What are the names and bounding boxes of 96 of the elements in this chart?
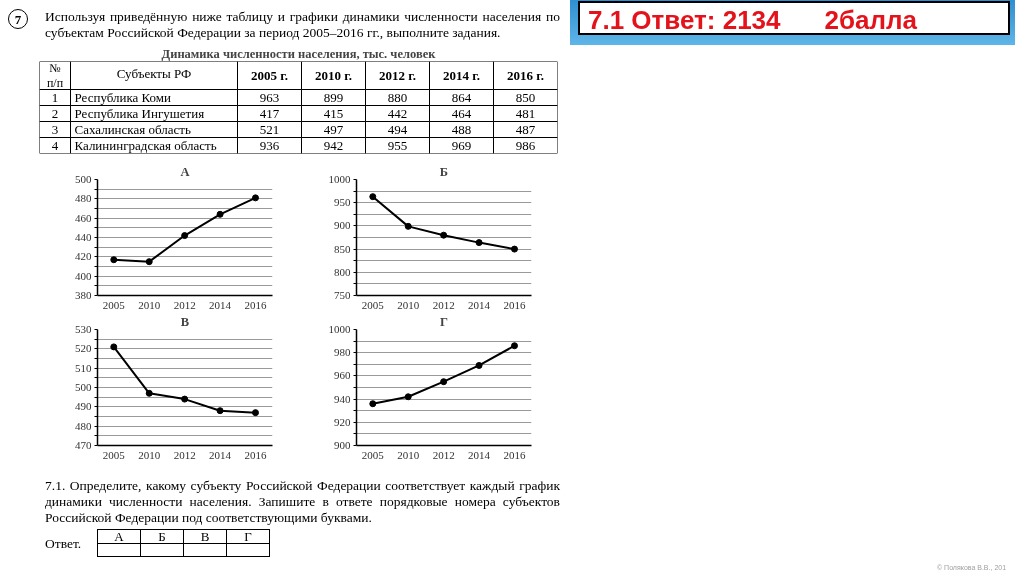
y-tick-label: 470 — [75, 439, 92, 451]
y-tick-label: 400 — [75, 269, 92, 282]
data-label: 417 — [259, 105, 280, 121]
y2-tick-label: 4 — [51, 137, 59, 153]
y-tick-label: 1000 — [328, 323, 351, 335]
category-label: А — [97, 529, 141, 544]
data-label: 494 — [387, 121, 408, 137]
data-label: 955 — [387, 137, 408, 153]
category-label: Г — [226, 529, 270, 544]
y-tick-label: 980 — [334, 346, 351, 359]
x-tick-label: 2014 — [468, 298, 491, 311]
data-label: 481 — [515, 105, 536, 121]
text: 7 — [8, 9, 28, 29]
y-tick-label: 490 — [75, 400, 92, 413]
y2-tick-label: 2 — [51, 105, 59, 121]
x-tick-label: 2010 — [397, 298, 420, 311]
text: 2балла — [824, 5, 918, 35]
text: 7.1 Ответ: 2134 — [588, 5, 781, 35]
chart-title: А — [180, 164, 190, 179]
x-tick-label: 2016 г. — [507, 68, 544, 83]
y-tick-label: Калининградская область — [74, 138, 217, 153]
y-tick-label: 520 — [75, 342, 92, 355]
x-tick-label: 2005 г. — [251, 68, 288, 83]
y-tick-label: 800 — [334, 265, 351, 278]
text: 7.1. Определите, какому субъекту Российской Федерации соответствует каждый график динамики численности населения. Запишите в ответе порядковые номера субъектов Российской Федерации под соответствующими буквами. — [45, 478, 560, 526]
y-tick-label: Сахалинская область — [74, 122, 191, 137]
y-tick-label: 380 — [75, 289, 92, 301]
x-tick-label: 2016 — [244, 448, 267, 461]
y-tick-label: 420 — [75, 250, 92, 263]
x-tick-label: 2012 — [432, 298, 455, 311]
x-tick-label: 2016 — [503, 298, 526, 311]
data-label: 880 — [387, 89, 408, 105]
y-tick-label: 750 — [334, 289, 351, 301]
x-tick-label: 2014 г. — [443, 68, 480, 83]
data-label: 899 — [323, 89, 344, 105]
y-tick-label: 900 — [334, 219, 351, 232]
y2-tick-label: 3 — [51, 121, 59, 137]
x-tick-label: 2010 г. — [315, 68, 352, 83]
y-tick-label: 500 — [75, 173, 92, 185]
text: Ответ. — [45, 535, 82, 553]
x-tick-label: 2005 — [102, 448, 126, 461]
x-tick-label: 2012 — [432, 448, 455, 461]
y-tick-label: 440 — [75, 231, 92, 243]
data-label: 942 — [323, 137, 344, 153]
y-tick-label: Республика Ингушетия — [74, 106, 205, 121]
x-tick-label: 2010 — [138, 448, 161, 461]
data-label: 497 — [323, 121, 344, 137]
x-tick-label: 2016 — [244, 298, 267, 311]
x-tick-label: 2012 — [173, 448, 196, 461]
data-label: 521 — [259, 121, 280, 137]
x-tick-label: 2014 — [209, 448, 232, 461]
y-tick-label: 480 — [75, 192, 92, 205]
data-label: 963 — [259, 89, 280, 105]
y2-tick-label: 1 — [51, 89, 59, 105]
x-tick-label: 2012 — [173, 298, 196, 311]
y-tick-label: 530 — [75, 323, 92, 335]
chart-title: Г — [440, 314, 449, 329]
y-tick-label: 850 — [334, 242, 351, 255]
y-axis-title: Субъекты РФ — [116, 66, 192, 81]
y-tick-label: 950 — [334, 196, 351, 209]
data-label: 969 — [451, 137, 472, 153]
data-label: 986 — [515, 137, 536, 153]
x-tick-label: 2014 — [468, 448, 491, 461]
y-tick-label: 500 — [75, 381, 92, 393]
text: Используя приведённую ниже таблицу и графики динамики численности населения по субъектам Российской Федерации за период 2005–2016 гг., выполните задания. — [45, 9, 560, 41]
y-tick-label: 960 — [334, 369, 351, 382]
x-tick-label: 2005 — [361, 448, 385, 461]
y-tick-label: 460 — [75, 211, 92, 224]
x-tick-label: 2005 — [102, 298, 126, 311]
x-tick-label: 2014 — [209, 298, 232, 311]
x-tick-label: 2005 — [361, 298, 385, 311]
y-tick-label: Республика Коми — [74, 90, 172, 105]
x-tick-label: 2010 — [397, 448, 420, 461]
y-tick-label: 1000 — [328, 173, 351, 185]
y2-axis-title: № п/п — [46, 61, 64, 90]
data-label: 936 — [259, 137, 280, 153]
chart-title: Динамика численности населения, тыс. человек — [161, 47, 437, 61]
data-label: 487 — [515, 121, 536, 137]
chart-title: Б — [439, 164, 449, 179]
y-tick-label: 510 — [75, 361, 92, 374]
y-tick-label: 480 — [75, 419, 92, 432]
x-tick-label: 2016 — [503, 448, 526, 461]
y-tick-label: 900 — [334, 439, 351, 451]
data-label: 488 — [451, 121, 472, 137]
x-tick-label: 2012 г. — [379, 68, 416, 83]
data-label: 415 — [323, 105, 344, 121]
y-tick-label: 940 — [334, 392, 351, 405]
category-label: Б — [140, 529, 184, 544]
data-label: 850 — [515, 89, 536, 105]
data-label: 464 — [451, 105, 472, 121]
category-label: В — [183, 529, 227, 544]
data-label: 442 — [387, 105, 408, 121]
chart-title: В — [180, 314, 190, 329]
x-tick-label: 2010 — [138, 298, 161, 311]
y-tick-label: 920 — [334, 415, 351, 428]
data-label: 864 — [451, 89, 472, 105]
